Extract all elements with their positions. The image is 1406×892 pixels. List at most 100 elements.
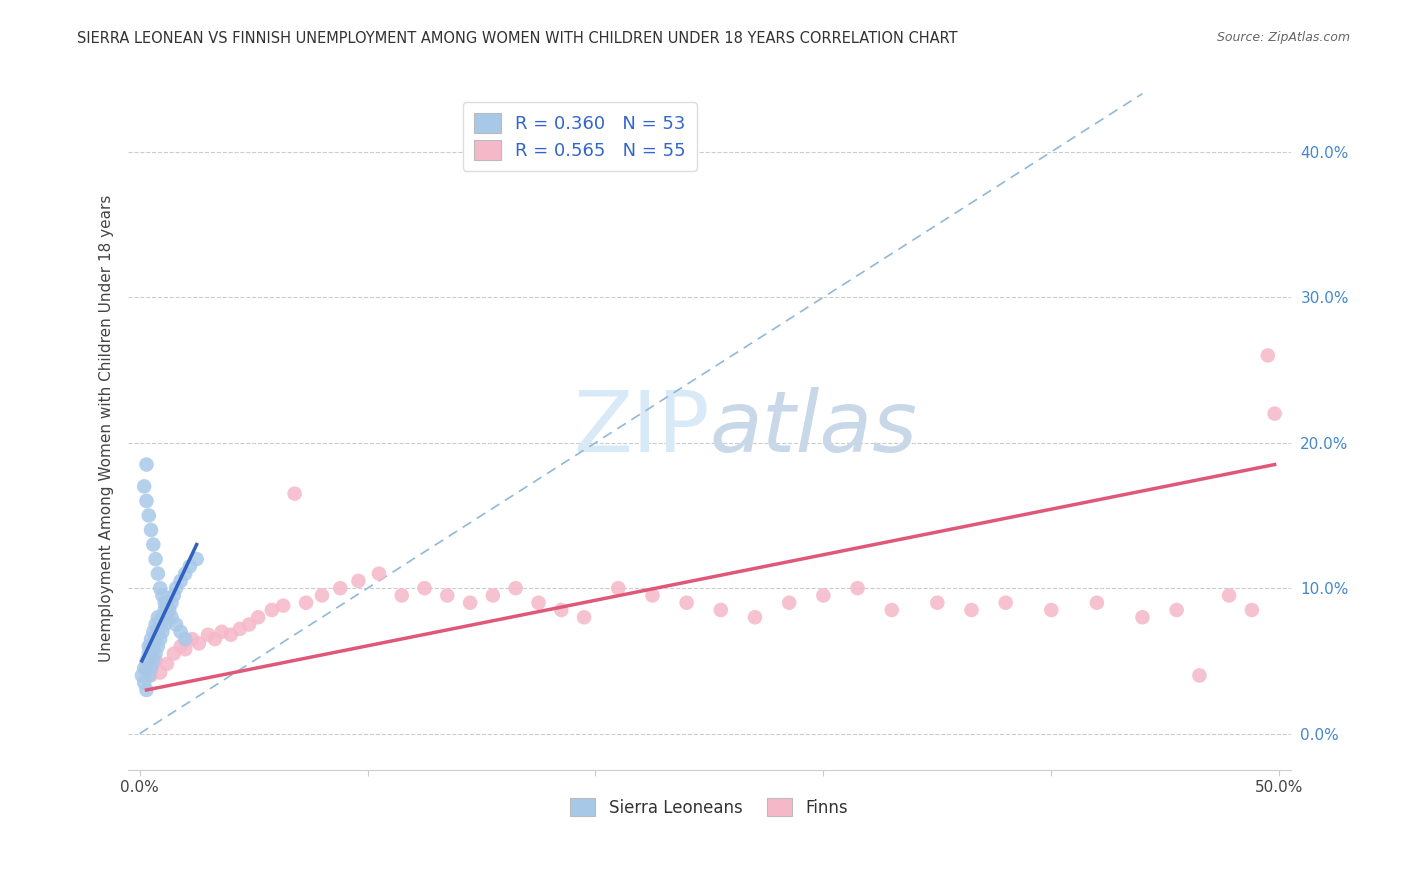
Point: [149, 632, 172, 646]
Point: [813, 589, 835, 603]
Point: [179, 559, 201, 574]
Point: [391, 589, 413, 603]
Point: [153, 603, 176, 617]
Point: [145, 647, 167, 661]
Point: [174, 632, 197, 646]
Point: [135, 683, 157, 698]
Point: [247, 610, 270, 624]
Point: [219, 628, 242, 642]
Point: [139, 647, 162, 661]
Point: [550, 603, 572, 617]
Point: [135, 494, 157, 508]
Legend: Sierra Leoneans, Finns: Sierra Leoneans, Finns: [564, 791, 855, 823]
Point: [1166, 603, 1188, 617]
Point: [174, 566, 197, 581]
Point: [1132, 610, 1154, 624]
Point: [156, 610, 179, 624]
Point: [146, 610, 169, 624]
Point: [271, 599, 294, 613]
Point: [152, 624, 174, 639]
Point: [142, 654, 165, 668]
Point: [960, 603, 983, 617]
Point: [1257, 348, 1279, 362]
Point: [163, 647, 186, 661]
Point: [156, 596, 179, 610]
Point: [160, 610, 183, 624]
Point: [138, 668, 160, 682]
Point: [156, 657, 179, 671]
Point: [436, 589, 458, 603]
Point: [572, 610, 595, 624]
Point: [165, 581, 187, 595]
Point: [211, 624, 233, 639]
Point: [138, 640, 160, 654]
Point: [153, 617, 176, 632]
Point: [163, 589, 186, 603]
Point: [139, 632, 162, 646]
Point: [187, 636, 209, 650]
Point: [139, 523, 162, 537]
Point: [413, 581, 436, 595]
Point: [880, 603, 903, 617]
Point: [135, 654, 157, 668]
Point: [149, 581, 172, 595]
Text: atlas: atlas: [710, 386, 918, 470]
Point: [710, 603, 733, 617]
Point: [1040, 603, 1063, 617]
Text: ZIP: ZIP: [572, 386, 710, 470]
Point: [145, 552, 167, 566]
Point: [160, 596, 183, 610]
Point: [149, 665, 172, 680]
Point: [329, 581, 352, 595]
Point: [138, 508, 160, 523]
Point: [204, 632, 226, 646]
Point: [675, 596, 697, 610]
Point: [157, 603, 180, 617]
Point: [174, 642, 197, 657]
Point: [846, 581, 869, 595]
Point: [146, 640, 169, 654]
Point: [134, 479, 156, 493]
Point: [135, 661, 157, 675]
Point: [527, 596, 550, 610]
Point: [142, 640, 165, 654]
Point: [152, 610, 174, 624]
Text: SIERRA LEONEAN VS FINNISH UNEMPLOYMENT AMONG WOMEN WITH CHILDREN UNDER 18 YEARS : SIERRA LEONEAN VS FINNISH UNEMPLOYMENT A…: [77, 31, 957, 46]
Point: [284, 486, 307, 500]
Point: [744, 610, 766, 624]
Point: [139, 640, 162, 654]
Point: [139, 668, 162, 682]
Point: [994, 596, 1017, 610]
Point: [169, 640, 191, 654]
Point: [142, 537, 165, 551]
Point: [311, 589, 333, 603]
Point: [169, 574, 191, 588]
Point: [260, 603, 283, 617]
Point: [135, 458, 157, 472]
Point: [1188, 668, 1211, 682]
Point: [153, 596, 176, 610]
Point: [156, 603, 179, 617]
Y-axis label: Unemployment Among Women with Children Under 18 years: Unemployment Among Women with Children U…: [100, 194, 114, 662]
Point: [146, 566, 169, 581]
Point: [505, 581, 527, 595]
Point: [197, 628, 219, 642]
Point: [641, 589, 664, 603]
Point: [229, 622, 252, 636]
Point: [165, 617, 187, 632]
Point: [142, 624, 165, 639]
Point: [131, 668, 153, 682]
Point: [138, 647, 160, 661]
Point: [1085, 596, 1108, 610]
Point: [778, 596, 800, 610]
Point: [458, 596, 481, 610]
Point: [607, 581, 630, 595]
Point: [1218, 589, 1240, 603]
Point: [1240, 603, 1263, 617]
Point: [238, 617, 260, 632]
Point: [482, 589, 505, 603]
Point: [145, 654, 167, 668]
Point: [145, 617, 167, 632]
Point: [186, 552, 208, 566]
Point: [927, 596, 949, 610]
